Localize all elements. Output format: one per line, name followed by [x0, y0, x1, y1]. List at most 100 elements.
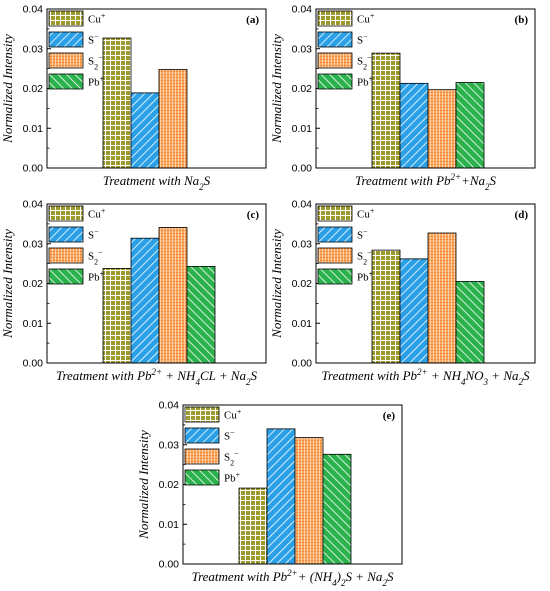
legend-swatch — [184, 427, 220, 444]
legend: Cu+ S− S2− Pb+ — [317, 10, 375, 90]
y-axis-label: Normalized Intensity — [269, 229, 284, 339]
x-axis-label: Treatment with Na2S — [103, 173, 211, 192]
legend-swatch — [317, 226, 353, 243]
y-tick-label: 0.03 — [23, 43, 44, 55]
bar-Cuplus — [238, 487, 268, 565]
bar-Pbplus — [322, 453, 352, 565]
bar-Sminus — [399, 258, 429, 364]
legend-swatch — [317, 205, 353, 222]
y-tick-label: 0.02 — [292, 83, 313, 95]
bar-Sminus — [399, 82, 429, 169]
legend: Cu+ S− S2− Pb+ — [184, 406, 242, 486]
legend-label: Cu+ — [88, 206, 106, 221]
y-tick-label: 0.02 — [159, 479, 180, 491]
y-tick-label: 0.00 — [292, 163, 313, 175]
legend: Cu+ S− S2− Pb+ — [317, 205, 375, 285]
legend-swatch — [317, 52, 353, 69]
x-axis-label: Treatment with Pb2++Na2S — [355, 172, 497, 192]
legend-swatch — [184, 448, 220, 465]
y-tick-label: 0.01 — [159, 519, 180, 531]
y-tick-label: 0.00 — [23, 163, 44, 175]
legend-label: S2− — [224, 449, 239, 467]
bar-Pbplus — [455, 281, 485, 364]
y-tick-label: 0.04 — [23, 199, 44, 211]
chart-panel: 0.00 0.01 0.02 0.03 0.04 Normalized Intensity… — [0, 4, 267, 192]
panel-label: (d) — [515, 209, 529, 221]
y-tick-label: 0.02 — [292, 278, 313, 290]
legend-label: Cu+ — [88, 11, 106, 26]
legend-swatch — [48, 268, 84, 285]
chart-panel: 0.00 0.01 0.02 0.03 0.04 Normalized Intensity… — [136, 400, 403, 588]
bar-Sminus — [266, 428, 296, 565]
legend-label: S− — [88, 32, 99, 47]
bar-Cuplus — [102, 267, 132, 364]
bar-S2minus — [427, 89, 457, 169]
legend-swatch — [317, 73, 353, 90]
legend-swatch — [317, 247, 353, 264]
panel-label: (e) — [383, 410, 396, 422]
bar-Sminus — [130, 237, 160, 364]
y-axis-label: Normalized Intensity — [269, 34, 284, 144]
bar-Cuplus — [371, 249, 401, 364]
legend: Cu+ S− S2− Pb+ — [48, 10, 106, 90]
legend-swatch — [48, 10, 84, 27]
x-axis-label: Treatment with Pb2+ + NH4NO3 + Na2S — [321, 367, 530, 387]
legend-label: Pb+ — [224, 470, 241, 485]
legend-label: S2− — [88, 53, 103, 71]
y-tick-label: 0.03 — [23, 238, 44, 250]
chart-panel: 0.00 0.01 0.02 0.03 0.04 Normalized Intensity… — [269, 199, 536, 387]
panel-label: (a) — [246, 14, 259, 26]
bar-Cuplus — [102, 37, 132, 169]
y-axis-label: Normalized Intensity — [0, 34, 15, 144]
legend-label: S2− — [357, 53, 372, 71]
legend-label: Pb+ — [88, 269, 105, 284]
y-tick-label: 0.01 — [23, 123, 44, 135]
panel-label: (b) — [515, 14, 529, 26]
x-axis-label: Treatment with Pb2++ (NH4)2S + Na2S — [192, 568, 394, 588]
y-tick-label: 0.00 — [292, 358, 313, 370]
y-tick-label: 0.02 — [23, 83, 44, 95]
bar-S2minus — [427, 232, 457, 364]
legend-swatch — [184, 406, 220, 423]
bar-S2minus — [158, 69, 188, 169]
bar-Pbplus — [186, 266, 216, 364]
legend-label: Cu+ — [357, 206, 375, 221]
bar-Pbplus — [455, 82, 485, 169]
y-tick-label: 0.00 — [159, 559, 180, 571]
y-tick-label: 0.00 — [23, 358, 44, 370]
legend-swatch — [184, 469, 220, 486]
legend-label: S− — [357, 32, 368, 47]
y-axis-label: Normalized Intensity — [136, 430, 151, 540]
panel-label: (c) — [247, 209, 260, 221]
legend-label: Cu+ — [357, 11, 375, 26]
bar-Sminus — [130, 92, 160, 169]
legend-swatch — [317, 31, 353, 48]
y-tick-label: 0.04 — [292, 199, 313, 211]
legend-label: Pb+ — [357, 269, 374, 284]
y-tick-label: 0.03 — [292, 43, 313, 55]
legend-swatch — [48, 226, 84, 243]
legend-swatch — [48, 73, 84, 90]
legend-label: S2− — [88, 248, 103, 266]
y-tick-label: 0.03 — [159, 439, 180, 451]
chart-panel: 0.00 0.01 0.02 0.03 0.04 Normalized Intensity… — [0, 199, 267, 387]
y-tick-label: 0.01 — [292, 318, 313, 330]
y-tick-label: 0.04 — [23, 4, 44, 16]
legend-label: S− — [357, 227, 368, 242]
y-tick-label: 0.04 — [292, 4, 313, 16]
legend-swatch — [317, 268, 353, 285]
bar-S2minus — [158, 227, 188, 364]
legend-label: S− — [88, 227, 99, 242]
y-axis-label: Normalized Intensity — [0, 229, 15, 339]
y-tick-label: 0.03 — [292, 238, 313, 250]
legend-swatch — [48, 31, 84, 48]
legend-swatch — [48, 247, 84, 264]
bar-S2minus — [294, 437, 324, 565]
y-tick-label: 0.02 — [23, 278, 44, 290]
y-tick-label: 0.01 — [292, 123, 313, 135]
legend: Cu+ S− S2− Pb+ — [48, 205, 106, 285]
legend-label: S2− — [357, 248, 372, 266]
legend-label: Cu+ — [224, 407, 242, 422]
x-axis-label: Treatment with Pb2+ + NH4CL + Na2S — [56, 367, 258, 387]
